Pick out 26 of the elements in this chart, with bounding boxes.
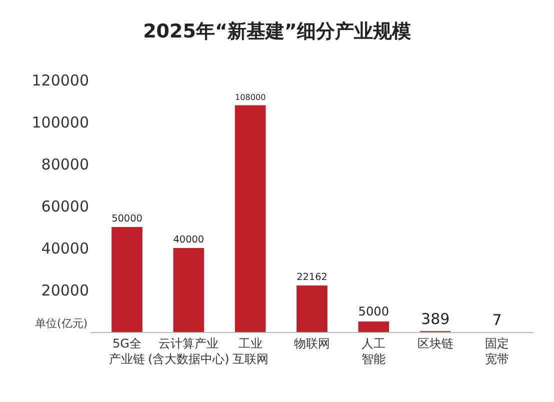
x-tick-label: 区块链: [417, 336, 454, 350]
bar: [234, 105, 266, 332]
y-tick-label: 60000: [41, 197, 89, 216]
x-tick-label: 物联网: [294, 336, 330, 350]
x-tick-label: 固定宽带: [485, 336, 509, 366]
y-tick-label: 40000: [41, 239, 89, 258]
data-label: 40000: [173, 234, 204, 246]
x-tick-label: 云计算产业(含大数据中心): [148, 336, 230, 366]
x-tick-label: 5G全产业链: [109, 336, 145, 366]
y-tick-label: 20000: [41, 281, 89, 300]
y-tick-label: 80000: [41, 155, 89, 174]
bar: [358, 322, 390, 332]
data-label: 7: [492, 310, 502, 329]
bar: [173, 248, 204, 332]
x-tick-label: 人工智能: [362, 336, 386, 366]
y-axis-title: 单位(亿元): [35, 317, 88, 330]
data-label: 50000: [112, 213, 142, 224]
data-label: 5000: [358, 304, 390, 318]
data-label: 389: [421, 310, 450, 328]
chart-title: 2025年“新基建”细分产业规模: [143, 20, 411, 42]
y-tick-label: 120000: [32, 71, 89, 90]
bar: [112, 227, 142, 332]
y-tick-label: 100000: [32, 113, 89, 132]
data-label: 22162: [296, 272, 328, 283]
bar: [296, 285, 328, 332]
x-tick-label: 工业互联网: [232, 336, 268, 366]
